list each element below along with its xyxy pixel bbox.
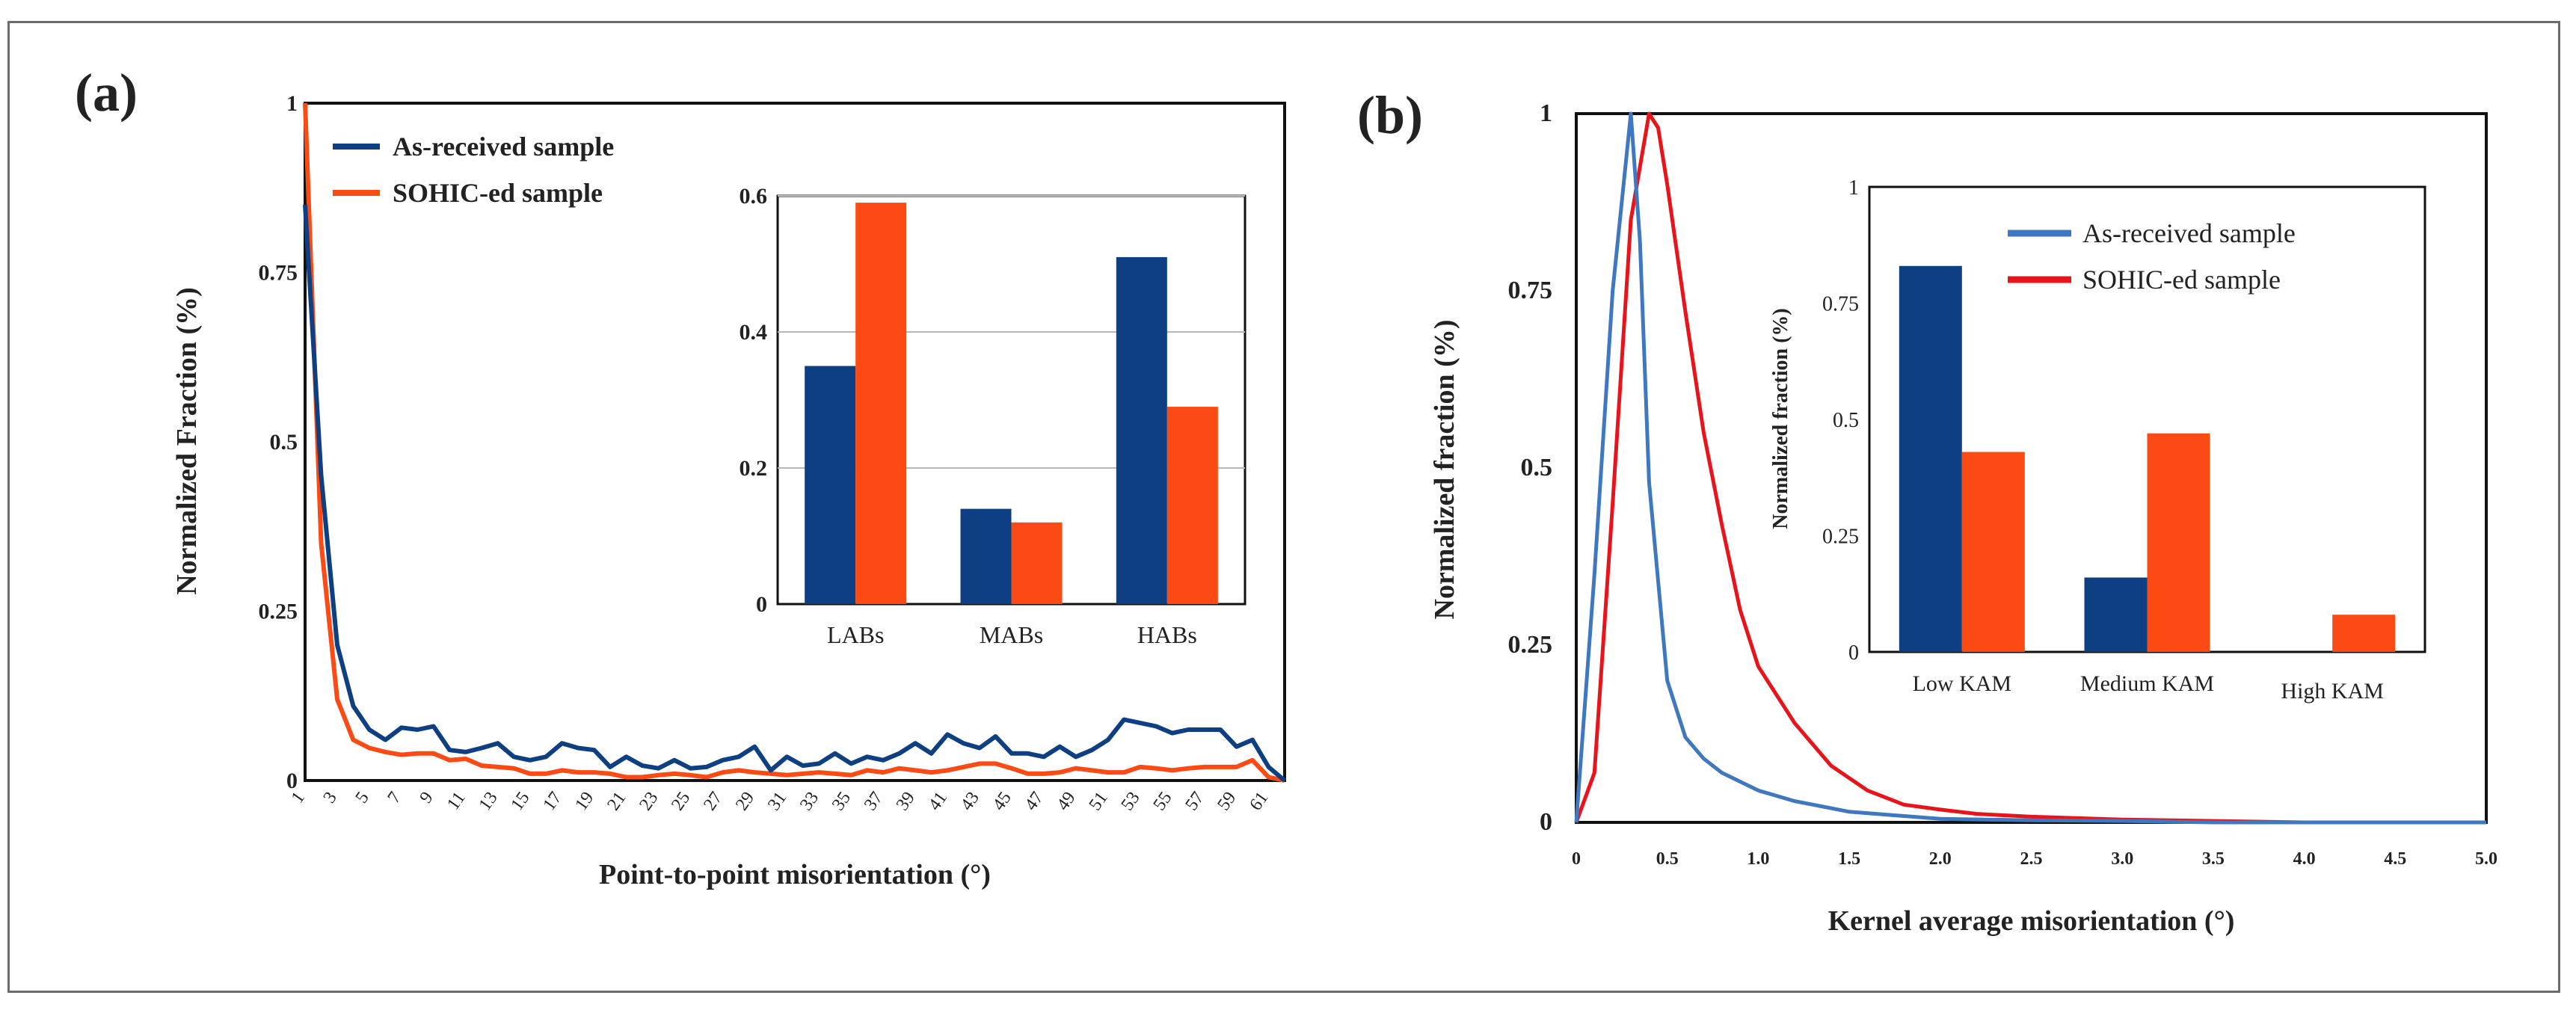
x-tick-label-b: 3.0 bbox=[2111, 849, 2133, 869]
x-tick-label-b: 4.0 bbox=[2293, 849, 2316, 869]
inset-category-label-a: LABs bbox=[827, 621, 884, 648]
y-tick-label-b: 0 bbox=[1540, 808, 1552, 836]
inset-bar-as-received-b bbox=[1899, 265, 1962, 652]
x-tick-label-a: 13 bbox=[476, 789, 502, 815]
inset-y-tick-label-b: 0 bbox=[1848, 641, 1859, 665]
x-tick-label-a: 49 bbox=[1054, 789, 1080, 815]
x-tick-label-a: 3 bbox=[320, 789, 341, 807]
x-tick-label-b: 5.0 bbox=[2475, 849, 2497, 869]
x-tick-label-a: 23 bbox=[636, 789, 662, 815]
series-line-sohic-a bbox=[303, 102, 1285, 783]
inset-category-label-b: Low KAM bbox=[1913, 671, 2012, 696]
inset-bar-as-received-a bbox=[1116, 256, 1167, 604]
inset-bar-sohic-b bbox=[2332, 615, 2396, 652]
panel-b: (b) 0 0.25 0.5 0.75 1 0 0.5 1.0 1.5 2.0 2.5 3.0 3.5 4.… bbox=[1357, 85, 2497, 937]
x-tick-label-a: 39 bbox=[893, 789, 919, 815]
y-tick-label-b: 0.75 bbox=[1508, 277, 1553, 304]
inset-bar-sohic-b bbox=[1961, 452, 2025, 652]
x-tick-label-a: 17 bbox=[539, 789, 565, 815]
x-tick-label-b: 1.0 bbox=[1747, 849, 1769, 869]
x-tick-label-a: 5 bbox=[352, 789, 373, 807]
x-tick-label-a: 35 bbox=[829, 789, 855, 815]
x-tick-label-b: 1.5 bbox=[1838, 849, 1860, 869]
x-tick-label-a: 27 bbox=[700, 789, 726, 815]
inset-y-tick-label-a: 0.4 bbox=[740, 320, 768, 345]
x-tick-label-a: 25 bbox=[668, 789, 694, 815]
inset-category-label-b: Medium KAM bbox=[2080, 671, 2214, 696]
inset-y-tick-label-b: 0.25 bbox=[1822, 526, 1859, 549]
x-tick-label-a: 33 bbox=[796, 789, 823, 815]
x-tick-label-a: 21 bbox=[603, 789, 630, 815]
y-tick-label-a: 0 bbox=[286, 769, 298, 793]
x-tick-label-a: 19 bbox=[571, 789, 597, 815]
legend-label-a: As-received sample bbox=[393, 132, 614, 161]
plot-area-a bbox=[304, 102, 1286, 782]
x-tick-label-a: 57 bbox=[1181, 789, 1208, 815]
y-tick-label-a: 0.5 bbox=[270, 430, 298, 455]
inset-y-tick-label-b: 1 bbox=[1848, 176, 1859, 200]
x-tick-label-a: 37 bbox=[861, 789, 887, 815]
x-tick-label-a: 47 bbox=[1021, 789, 1048, 815]
inset-y-tick-label-a: 0.2 bbox=[740, 456, 768, 481]
panel-label-a: (a) bbox=[75, 63, 138, 123]
legend-label-b: As-received sample bbox=[2082, 218, 2296, 248]
x-tick-label-a: 31 bbox=[764, 789, 790, 815]
x-tick-label-b: 2.0 bbox=[1929, 849, 1952, 869]
y-tick-label-b: 1 bbox=[1540, 99, 1552, 127]
x-tick-label-a: 15 bbox=[508, 789, 534, 815]
x-tick-label-a: 1 bbox=[288, 789, 309, 807]
series-line-as-received-a bbox=[303, 204, 1286, 783]
x-tick-label-b: 0.5 bbox=[1656, 849, 1679, 869]
x-tick-label-b: 4.5 bbox=[2384, 849, 2406, 869]
panel-label-b: (b) bbox=[1357, 85, 1423, 145]
inset-y-tick-label-a: 0 bbox=[756, 592, 767, 617]
x-tick-label-a: 7 bbox=[384, 789, 405, 807]
y-tick-label-b: 0.5 bbox=[1521, 454, 1553, 481]
x-tick-label-a: 61 bbox=[1246, 789, 1272, 815]
y-axis-label-b: Normalized fraction (%) bbox=[1429, 320, 1460, 620]
x-tick-label-a: 51 bbox=[1086, 789, 1112, 815]
inset-y-axis-label-b: Normalized fraction (%) bbox=[1769, 308, 1792, 529]
x-tick-label-a: 53 bbox=[1118, 789, 1144, 815]
inset-y-tick-label-b: 0.5 bbox=[1833, 409, 1859, 432]
inset-bar-sohic-b bbox=[2147, 433, 2210, 652]
inset-category-label-b: High KAM bbox=[2281, 679, 2384, 704]
inset-bar-as-received-b bbox=[2084, 577, 2148, 652]
legend-label-b: SOHIC-ed sample bbox=[2082, 265, 2281, 295]
y-tick-label-a: 0.25 bbox=[259, 600, 298, 624]
inset-bar-sohic-a bbox=[855, 203, 907, 605]
x-tick-label-a: 43 bbox=[957, 789, 983, 815]
inset-y-tick-label-a: 0.6 bbox=[740, 184, 768, 209]
plot-area-b bbox=[1575, 112, 2488, 824]
inset-bar-as-received-a bbox=[805, 366, 856, 604]
series-line-sohic-b bbox=[1574, 111, 2486, 825]
x-tick-label-a: 41 bbox=[925, 789, 951, 815]
x-axis-label-a: Point-to-point misorientation (°) bbox=[599, 859, 991, 890]
x-tick-label-a: 55 bbox=[1150, 789, 1176, 815]
x-tick-label-a: 9 bbox=[416, 789, 437, 807]
inset-bar-sohic-a bbox=[1166, 407, 1218, 604]
x-tick-label-a: 11 bbox=[443, 789, 470, 814]
x-axis-label-b: Kernel average misorientation (°) bbox=[1828, 905, 2235, 937]
series-line-as-received-b bbox=[1574, 111, 2486, 825]
x-tick-label-a: 59 bbox=[1214, 789, 1240, 815]
y-tick-label-a: 1 bbox=[286, 91, 298, 116]
legend-label-a: SOHIC-ed sample bbox=[393, 178, 603, 208]
x-tick-label-a: 29 bbox=[732, 789, 758, 815]
inset-category-label-a: MABs bbox=[980, 621, 1043, 648]
x-tick-label-b: 0 bbox=[1572, 849, 1581, 869]
y-axis-label-a: Normalized Fraction (%) bbox=[171, 287, 203, 595]
inset-category-label-a: HABs bbox=[1137, 621, 1197, 648]
inset-y-tick-label-b: 0.75 bbox=[1822, 293, 1859, 316]
x-tick-label-b: 2.5 bbox=[2020, 849, 2043, 869]
y-tick-label-a: 0.75 bbox=[259, 261, 298, 286]
x-tick-label-b: 3.5 bbox=[2202, 849, 2225, 869]
y-tick-label-b: 0.25 bbox=[1508, 631, 1553, 659]
x-tick-label-a: 45 bbox=[989, 789, 1015, 815]
inset-bar-as-received-a bbox=[960, 508, 1012, 604]
inset-bar-sohic-a bbox=[1011, 522, 1063, 604]
